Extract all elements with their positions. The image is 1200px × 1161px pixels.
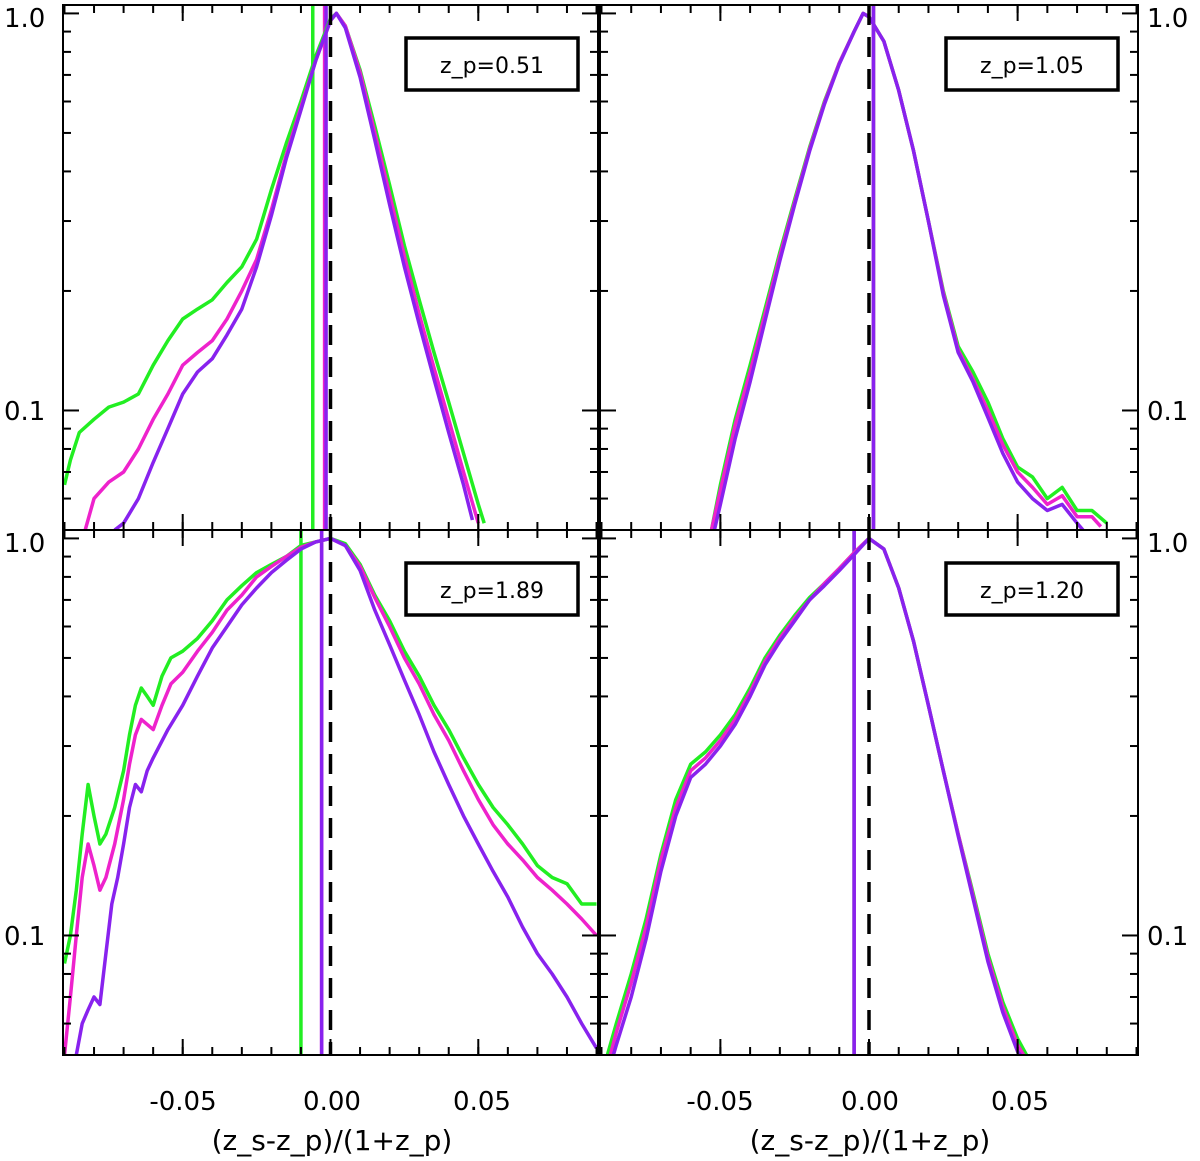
x-tick-label-right-0.05: 0.05 (991, 1087, 1049, 1117)
legend-label-top-left: z_p=0.51 (440, 54, 544, 79)
plot-area-top-left (63, 5, 486, 530)
y-tick-label-top-left-1.0: 1.0 (4, 4, 45, 34)
series-line-2 (63, 536, 598, 1055)
series-line-3 (611, 536, 1022, 1055)
legend-label-top-right: z_p=1.05 (980, 54, 1084, 79)
legend-label-bottom-right: z_p=1.20 (980, 579, 1084, 604)
y-tick-label-bottom-left-0.1: 0.1 (4, 922, 45, 952)
x-tick-label-right-0.00: 0.00 (841, 1087, 899, 1117)
panel-top-left: z_p=0.51 (62, 4, 599, 531)
x-tick-label-left-0.00: 0.00 (303, 1087, 361, 1117)
y-tick-label-bottom-right-0.1: 0.1 (1147, 922, 1188, 952)
x-tick-label-left-0.05: 0.05 (453, 1087, 511, 1117)
axis-labels: 1.0 0.1 1.0 0.1 1.0 0.1 1.0 0.1 -0.05 0.… (4, 4, 1188, 1157)
y-tick-label-top-left-0.1: 0.1 (4, 397, 45, 427)
ticks-top-left (63, 5, 598, 530)
ticks-bottom-right (600, 530, 1138, 1055)
plot-area-bottom-left (63, 530, 598, 1055)
panel-top-right: z_p=1.05 (599, 4, 1139, 531)
legend-box-top-right (944, 36, 1120, 92)
legend-box-bottom-right (944, 561, 1120, 617)
ticks-top-right (600, 5, 1138, 530)
legend-box-bottom-left (404, 561, 580, 617)
ticks-bottom-left (63, 530, 598, 1055)
series-line-3 (74, 536, 598, 1055)
y-tick-label-top-right-1.0: 1.0 (1147, 4, 1188, 34)
legend-label-bottom-left: z_p=1.89 (440, 579, 544, 604)
panel-bottom-right: z_p=1.20 (599, 529, 1139, 1056)
plot-area-bottom-right (605, 530, 1029, 1055)
y-tick-label-bottom-left-1.0: 1.0 (4, 529, 45, 559)
series-line-1 (63, 536, 597, 964)
legend-box-top-left (404, 36, 580, 92)
x-tick-label-right--0.05: -0.05 (686, 1087, 753, 1117)
y-tick-label-top-right-0.1: 0.1 (1147, 397, 1188, 427)
series-line-1 (63, 11, 486, 524)
chart-panels: z_p=0.51 z_p=1.05 z_p=1.89 z_p=1.20 (62, 4, 1139, 1056)
panel-bottom-left: z_p=1.89 (62, 529, 599, 1056)
x-axis-title-left: (z_s-z_p)/(1+z_p) (212, 1124, 453, 1157)
series-line-3 (712, 11, 1085, 530)
x-axis-title-right: (z_s-z_p)/(1+z_p) (750, 1124, 991, 1157)
series-line-3 (113, 11, 475, 530)
x-tick-label-left--0.05: -0.05 (149, 1087, 216, 1117)
y-tick-label-bottom-right-1.0: 1.0 (1147, 529, 1188, 559)
plot-area-top-right (709, 5, 1108, 530)
